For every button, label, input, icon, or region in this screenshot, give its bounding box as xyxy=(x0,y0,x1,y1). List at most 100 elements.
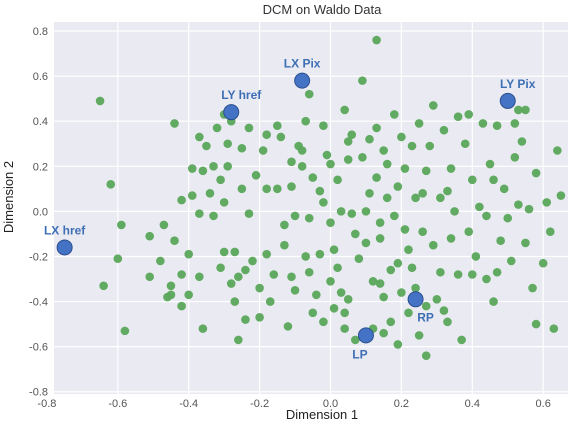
data-point xyxy=(170,119,179,128)
y-tick-label: -0.2 xyxy=(29,251,48,263)
data-point xyxy=(361,207,371,216)
data-point xyxy=(187,191,197,200)
data-point xyxy=(319,121,328,131)
data-point xyxy=(542,198,552,207)
data-point xyxy=(549,324,559,333)
data-point xyxy=(538,258,548,268)
data-point xyxy=(510,119,520,128)
tick-labels: -0.8 -0.6 -0.4 -0.2 0.0 0.2 0.4 0.6 0.8 0.6 0.4 0.2… xyxy=(29,26,551,410)
data-point xyxy=(354,254,364,264)
data-point xyxy=(212,123,222,133)
x-tick-label: 0.4 xyxy=(465,398,480,410)
data-point xyxy=(244,209,254,218)
data-point xyxy=(361,238,371,248)
data-point xyxy=(347,209,357,218)
data-point xyxy=(382,159,392,169)
data-point xyxy=(216,175,225,185)
data-point xyxy=(308,308,318,318)
data-point xyxy=(244,123,254,133)
data-point xyxy=(319,198,328,207)
data-point xyxy=(198,166,208,176)
data-point xyxy=(237,184,247,194)
data-point xyxy=(390,110,399,119)
data-point xyxy=(351,229,360,239)
data-point xyxy=(411,193,420,203)
highlight-point xyxy=(357,327,374,344)
data-point xyxy=(120,326,130,336)
data-point xyxy=(414,331,424,340)
data-point xyxy=(273,184,282,194)
data-point xyxy=(375,279,385,288)
data-point xyxy=(336,207,346,216)
data-point xyxy=(492,267,502,277)
data-point xyxy=(514,105,523,115)
y-tick-label: 0.4 xyxy=(33,116,48,128)
data-point xyxy=(450,207,459,216)
y-tick-label: 0.6 xyxy=(33,71,48,83)
x-tick-label: 0.0 xyxy=(323,398,338,410)
data-point xyxy=(464,110,474,119)
data-point xyxy=(234,335,243,345)
data-point xyxy=(503,213,513,223)
data-point xyxy=(446,164,456,173)
data-point xyxy=(521,238,530,248)
highlighted-points: LX href LY href LX Pix LY Pix RP LP xyxy=(44,57,536,362)
data-point xyxy=(414,119,424,128)
data-point xyxy=(421,301,431,311)
data-point xyxy=(386,317,396,327)
data-point xyxy=(375,218,385,227)
data-point xyxy=(145,231,155,241)
y-tick-label: 0.8 xyxy=(33,26,48,38)
data-point xyxy=(283,322,293,331)
data-point xyxy=(177,195,186,205)
plot-area xyxy=(54,22,568,394)
data-point xyxy=(304,89,314,99)
data-point xyxy=(273,121,282,131)
data-point xyxy=(365,134,374,144)
data-point xyxy=(241,315,250,324)
data-point xyxy=(393,340,403,349)
data-point xyxy=(418,189,427,198)
data-point xyxy=(113,254,123,264)
data-point xyxy=(304,213,314,223)
data-point xyxy=(436,267,445,277)
data-point xyxy=(411,283,420,293)
data-point xyxy=(475,202,484,212)
data-point xyxy=(343,137,353,146)
highlight-label: LP xyxy=(352,347,367,361)
data-point xyxy=(223,139,232,149)
data-point xyxy=(297,146,307,155)
highlight-point xyxy=(407,291,424,308)
data-point xyxy=(304,267,314,277)
data-point xyxy=(443,317,452,327)
data-point xyxy=(223,161,232,171)
data-point xyxy=(425,141,435,151)
data-point xyxy=(514,200,523,209)
data-point xyxy=(347,130,357,140)
data-point xyxy=(301,116,310,126)
x-axis-label: Dimension 1 xyxy=(286,407,358,422)
data-point xyxy=(372,35,381,45)
data-points xyxy=(95,35,566,360)
data-point xyxy=(343,155,353,164)
highlight-label: LY Pix xyxy=(500,77,536,91)
data-point xyxy=(428,101,438,110)
data-point xyxy=(315,249,325,259)
data-point xyxy=(145,272,155,282)
highlight-point xyxy=(499,92,516,109)
data-point xyxy=(255,283,264,293)
data-point xyxy=(556,191,566,200)
data-point xyxy=(496,236,505,245)
data-point xyxy=(336,288,346,297)
data-point xyxy=(333,263,342,273)
data-point xyxy=(106,180,116,189)
y-tick-label: 0.0 xyxy=(33,206,48,218)
data-point xyxy=(315,186,325,196)
data-point xyxy=(358,152,367,162)
data-point xyxy=(209,161,218,171)
data-point xyxy=(453,270,463,279)
data-point xyxy=(248,256,257,266)
data-point xyxy=(393,258,403,268)
data-point xyxy=(407,263,417,273)
